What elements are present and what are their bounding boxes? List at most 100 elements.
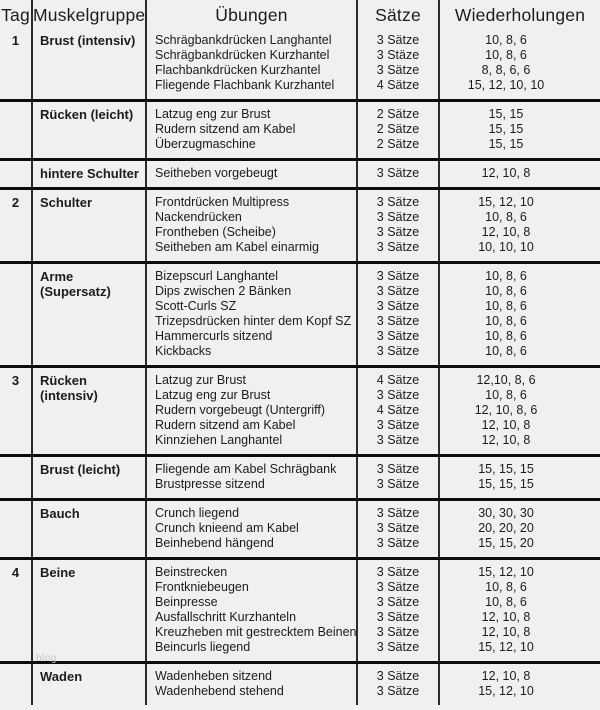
exercise-name: Frontdrücken Multipress bbox=[155, 195, 290, 209]
exercise-name: Crunch knieend am Kabel bbox=[155, 521, 299, 535]
exercise-reps: 15, 12, 10 bbox=[478, 640, 534, 654]
muscle-group-cell: Rücken (intensiv) bbox=[33, 368, 147, 454]
exercise-reps: 12, 10, 8 bbox=[481, 166, 531, 180]
reps-cell: 12, 10, 8 bbox=[440, 161, 600, 187]
table-section: 4 Beine Beinstrecken Frontkniebeugen Beinpre… bbox=[0, 560, 600, 664]
exercise-sets: 3 Stäze bbox=[376, 48, 420, 62]
exercise-reps: 12, 10, 8 bbox=[481, 433, 531, 447]
reps-cell: 15, 15 15, 15 15, 15 bbox=[440, 102, 600, 158]
header-muskelgruppe: Muskelgruppe bbox=[33, 0, 147, 28]
exercise-sets: 3 Sätze bbox=[376, 669, 420, 683]
table-section: Arme (Supersatz) Bizepscurl Langhantel Dip… bbox=[0, 264, 600, 368]
exercise-name: Rudern sitzend am Kabel bbox=[155, 418, 296, 432]
table-section: 2 Schulter Frontdrücken Multipress Nackendr… bbox=[0, 190, 600, 264]
exercise-reps: 15, 15 bbox=[488, 122, 524, 136]
exercise-sets: 3 Sätze bbox=[376, 240, 420, 254]
exercise-name: Seitheben vorgebeugt bbox=[155, 166, 278, 180]
exercise-sets: 3 Sätze bbox=[376, 344, 420, 358]
exercise-sets: 3 Sätze bbox=[376, 210, 420, 224]
exercise-name: Wadenhebend stehend bbox=[155, 684, 284, 698]
header-saetze: Sätze bbox=[358, 0, 440, 28]
exercise-name: Latzug zur Brust bbox=[155, 373, 247, 387]
exercise-name: Scott-Curls SZ bbox=[155, 299, 237, 313]
exercise-sets: 3 Sätze bbox=[376, 565, 420, 579]
exercises-cell: Frontdrücken Multipress Nackendrücken Fron… bbox=[147, 190, 358, 261]
exercise-reps: 10, 8, 6 bbox=[485, 314, 527, 328]
reps-cell: 15, 15, 15 15, 15, 15 bbox=[440, 457, 600, 498]
day-cell bbox=[0, 102, 33, 158]
muscle-group-cell: Rücken (leicht) bbox=[33, 102, 147, 158]
exercise-sets: 3 Sätze bbox=[376, 610, 420, 624]
exercise-reps: 10, 8, 6 bbox=[485, 33, 527, 47]
exercise-reps: 15, 15 bbox=[488, 137, 524, 151]
sets-cell: 3 Sätze 3 Sätze 3 Sätze bbox=[358, 501, 440, 557]
muscle-group-cell: Bauch bbox=[33, 501, 147, 557]
day-cell: 2 bbox=[0, 190, 33, 261]
day-cell: 4 bbox=[0, 560, 33, 661]
exercise-sets: 3 Sätze bbox=[376, 166, 420, 180]
exercise-name: Ausfallschritt Kurzhanteln bbox=[155, 610, 297, 624]
exercise-sets: 2 Sätze bbox=[376, 122, 420, 136]
exercise-name: Frontheben (Scheibe) bbox=[155, 225, 276, 239]
exercise-name: Frontkniebeugen bbox=[155, 580, 249, 594]
exercise-name: Fliegende Flachbank Kurzhantel bbox=[155, 78, 335, 92]
exercise-name: Schrägbankdrücken Kurzhantel bbox=[155, 48, 330, 62]
exercise-sets: 3 Sätze bbox=[376, 580, 420, 594]
exercise-name: Wadenheben sitzend bbox=[155, 669, 272, 683]
exercise-reps: 10, 8, 6 bbox=[485, 210, 527, 224]
exercise-sets: 2 Sätze bbox=[376, 137, 420, 151]
table-section: 3 Rücken (intensiv) Latzug zur Brust Latzug… bbox=[0, 368, 600, 457]
exercise-sets: 3 Sätze bbox=[376, 625, 420, 639]
exercise-name: Rudern vorgebeugt (Untergriff) bbox=[155, 403, 325, 417]
exercise-reps: 30, 30, 30 bbox=[478, 506, 534, 520]
exercise-sets: 3 Sätze bbox=[376, 640, 420, 654]
exercise-reps: 10, 8, 6 bbox=[485, 299, 527, 313]
exercise-reps: 10, 8, 6 bbox=[485, 344, 527, 358]
exercise-name: Flachbankdrücken Kurzhantel bbox=[155, 63, 321, 77]
exercise-reps: 15, 12, 10 bbox=[478, 195, 534, 209]
exercise-name: Überzugmaschine bbox=[155, 137, 256, 151]
header-uebungen: Übungen bbox=[147, 0, 358, 28]
exercise-sets: 3 Sätze bbox=[376, 269, 420, 283]
exercise-reps: 10, 8, 6 bbox=[485, 48, 527, 62]
exercise-sets: 3 Sätze bbox=[376, 329, 420, 343]
exercise-reps: 15, 15, 15 bbox=[478, 477, 534, 491]
exercises-cell: Latzug eng zur Brust Rudern sitzend am Ka… bbox=[147, 102, 358, 158]
exercise-sets: 3 Sätze bbox=[376, 284, 420, 298]
exercise-name: Latzug eng zur Brust bbox=[155, 107, 271, 121]
exercise-name: Nackendrücken bbox=[155, 210, 242, 224]
exercise-name: Brustpresse sitzend bbox=[155, 477, 265, 491]
muscle-group-cell: hintere Schulter bbox=[33, 161, 147, 187]
exercise-name: Beinhebend hängend bbox=[155, 536, 274, 550]
exercise-reps: 12, 10, 8 bbox=[481, 225, 531, 239]
muscle-group-cell: Schulter bbox=[33, 190, 147, 261]
exercises-cell: Schrägbankdrücken Langhantel Schrägbankdr… bbox=[147, 28, 358, 99]
exercise-sets: 3 Sätze bbox=[376, 595, 420, 609]
muscle-group-cell: Arme (Supersatz) bbox=[33, 264, 147, 365]
reps-cell: 30, 30, 30 20, 20, 20 15, 15, 20 bbox=[440, 501, 600, 557]
watermark: blog bbox=[36, 653, 57, 664]
sets-cell: 2 Sätze 2 Sätze 2 Sätze bbox=[358, 102, 440, 158]
reps-cell: 10, 8, 6 10, 8, 6 8, 8, 6, 6 15, 12, 10, 10 bbox=[440, 28, 600, 99]
exercise-reps: 15, 12, 10 bbox=[478, 684, 534, 698]
exercise-reps: 8, 8, 6, 6 bbox=[481, 63, 531, 77]
table-section: hintere Schulter Seitheben vorgebeugt 3 Sä… bbox=[0, 161, 600, 190]
exercise-name: Beinstrecken bbox=[155, 565, 228, 579]
table-section: Waden Wadenheben sitzend Wadenhebend stehe… bbox=[0, 664, 600, 705]
exercise-reps: 15, 15, 20 bbox=[478, 536, 534, 550]
table-section: Bauch Crunch liegend Crunch knieend am Kab… bbox=[0, 501, 600, 560]
exercise-sets: 4 Sätze bbox=[376, 78, 420, 92]
exercise-sets: 4 Sätze bbox=[376, 403, 420, 417]
exercise-name: Kinnziehen Langhantel bbox=[155, 433, 283, 447]
sets-cell: 3 Sätze 3 Sätze 3 Sätze 3 Sätze bbox=[358, 190, 440, 261]
exercises-cell: Beinstrecken Frontkniebeugen Beinpresse Aus… bbox=[147, 560, 358, 661]
exercises-cell: Latzug zur Brust Latzug eng zur Brust Rude… bbox=[147, 368, 358, 454]
exercise-reps: 15, 12, 10 bbox=[478, 565, 534, 579]
exercise-sets: 3 Sätze bbox=[376, 33, 420, 47]
exercise-reps: 10, 8, 6 bbox=[485, 284, 527, 298]
day-cell bbox=[0, 457, 33, 498]
header-tag: Tag bbox=[0, 0, 33, 28]
exercises-cell: Fliegende am Kabel Schrägbank Brustpresse… bbox=[147, 457, 358, 498]
exercise-reps: 10, 8, 6 bbox=[485, 269, 527, 283]
